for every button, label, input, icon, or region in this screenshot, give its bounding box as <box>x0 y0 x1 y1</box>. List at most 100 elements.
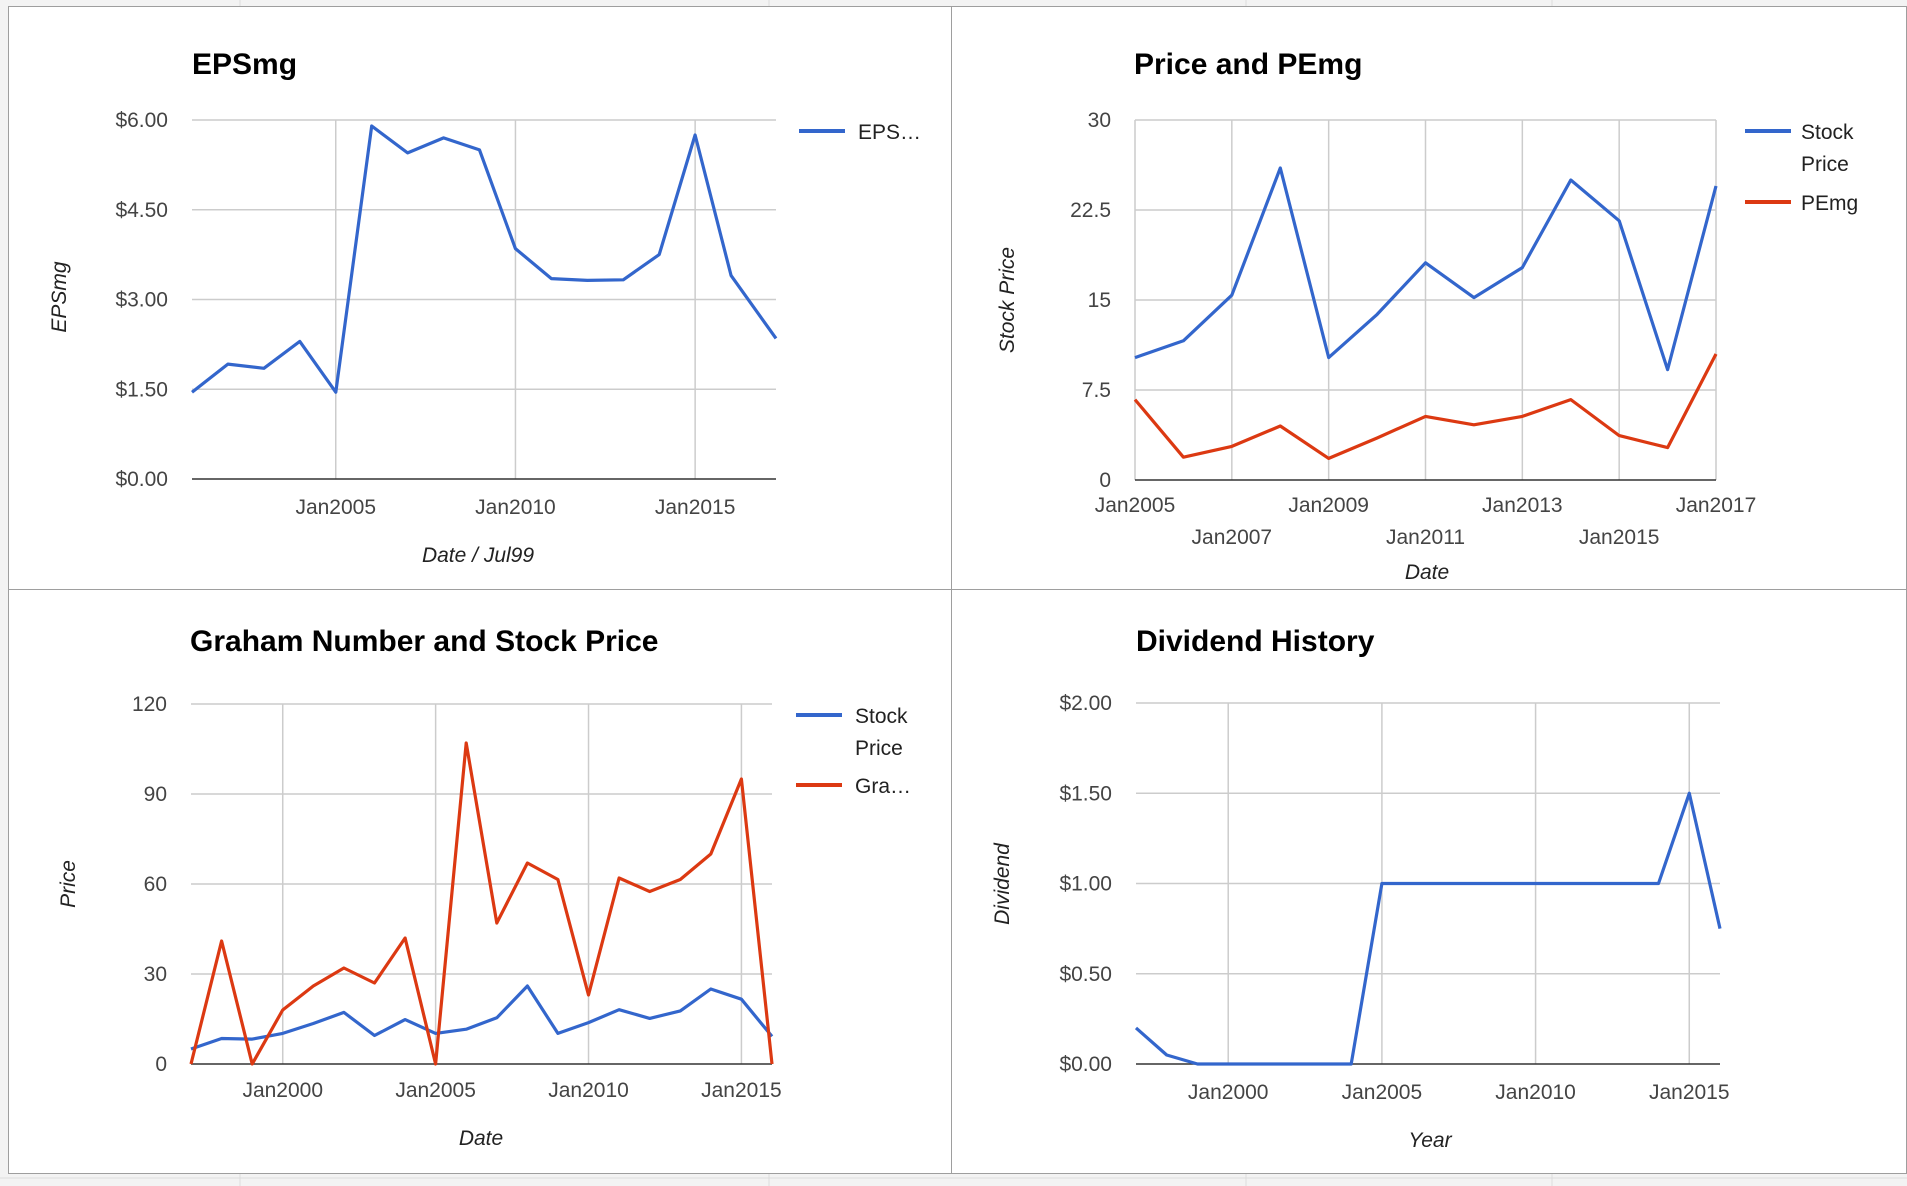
data-point[interactable] <box>1286 1060 1294 1068</box>
data-point[interactable] <box>737 995 745 1003</box>
data-point[interactable] <box>523 859 531 867</box>
data-point[interactable] <box>188 388 196 396</box>
legend[interactable]: EPS… <box>799 121 921 144</box>
data-point[interactable] <box>462 1025 470 1033</box>
data-point[interactable] <box>1422 412 1430 420</box>
graham-chart-panel[interactable]: Graham Number and Stock Price 0 30 60 90 120… <box>8 589 952 1174</box>
series-line-dividend[interactable] <box>1134 791 1722 1066</box>
data-point[interactable] <box>1131 396 1139 404</box>
data-point[interactable] <box>1615 432 1623 440</box>
dividend-chart-panel[interactable]: Dividend History $0.00 $0.50 $1.00 $1.50 $2.… <box>951 589 1907 1174</box>
data-point[interactable] <box>585 991 593 999</box>
data-point[interactable] <box>1624 880 1632 888</box>
data-point[interactable] <box>768 1060 776 1068</box>
data-point[interactable] <box>340 1008 348 1016</box>
data-point[interactable] <box>585 1019 593 1027</box>
data-point[interactable] <box>1276 164 1284 172</box>
data-point[interactable] <box>676 876 684 884</box>
data-point[interactable] <box>1194 1060 1202 1068</box>
data-point[interactable] <box>511 245 519 253</box>
data-point[interactable] <box>1373 434 1381 442</box>
data-point[interactable] <box>401 1016 409 1024</box>
data-point[interactable] <box>646 1014 654 1022</box>
data-point[interactable] <box>248 1060 256 1068</box>
data-point[interactable] <box>1593 880 1601 888</box>
legend[interactable]: Stock Price Gra… <box>796 705 911 798</box>
data-point[interactable] <box>493 919 501 927</box>
eps-chart-panel[interactable]: EPSmg $0.00 $1.50 $3.00 $4.50 $6.00 Jan2005 J… <box>8 6 952 590</box>
data-point[interactable] <box>554 876 562 884</box>
data-point[interactable] <box>707 850 715 858</box>
data-point[interactable] <box>583 276 591 284</box>
data-point[interactable] <box>462 739 470 747</box>
data-point[interactable] <box>1316 1060 1324 1068</box>
series-line-stock-price[interactable] <box>1134 166 1718 372</box>
series-line-stock-price[interactable] <box>190 984 774 1051</box>
series-line-epsmg[interactable] <box>191 124 778 394</box>
data-point[interactable] <box>1712 182 1720 190</box>
data-point[interactable] <box>615 874 623 882</box>
data-point[interactable] <box>615 1006 623 1014</box>
data-point[interactable] <box>691 131 699 139</box>
data-point[interactable] <box>1518 412 1526 420</box>
data-point[interactable] <box>1518 264 1526 272</box>
data-point[interactable] <box>1562 880 1570 888</box>
data-point[interactable] <box>1347 1060 1355 1068</box>
data-point[interactable] <box>218 1035 226 1043</box>
data-point[interactable] <box>248 1035 256 1043</box>
data-point[interactable] <box>440 134 448 142</box>
data-point[interactable] <box>727 272 735 280</box>
data-point[interactable] <box>296 337 304 345</box>
data-point[interactable] <box>1163 1051 1171 1059</box>
data-point[interactable] <box>1712 350 1720 358</box>
data-point[interactable] <box>371 1032 379 1040</box>
data-point[interactable] <box>1422 259 1430 267</box>
data-point[interactable] <box>1325 454 1333 462</box>
data-point[interactable] <box>309 982 317 990</box>
data-point[interactable] <box>371 979 379 987</box>
data-point[interactable] <box>655 251 663 259</box>
data-point[interactable] <box>1470 421 1478 429</box>
data-point[interactable] <box>404 149 412 157</box>
data-point[interactable] <box>1224 1060 1232 1068</box>
legend[interactable]: Stock Price PEmg <box>1745 121 1858 215</box>
data-point[interactable] <box>1179 453 1187 461</box>
data-point[interactable] <box>1532 880 1540 888</box>
data-point[interactable] <box>1325 354 1333 362</box>
data-point[interactable] <box>1470 294 1478 302</box>
data-point[interactable] <box>1373 310 1381 318</box>
data-point[interactable] <box>1132 1024 1140 1032</box>
data-point[interactable] <box>1179 337 1187 345</box>
data-point[interactable] <box>493 1014 501 1022</box>
data-point[interactable] <box>279 1006 287 1014</box>
data-point[interactable] <box>279 1029 287 1037</box>
data-point[interactable] <box>340 964 348 972</box>
data-point[interactable] <box>523 982 531 990</box>
data-point[interactable] <box>707 985 715 993</box>
data-point[interactable] <box>1501 880 1509 888</box>
data-point[interactable] <box>1439 880 1447 888</box>
data-point[interactable] <box>1655 880 1663 888</box>
data-point[interactable] <box>260 364 268 372</box>
data-point[interactable] <box>1276 422 1284 430</box>
series-line-graham-number[interactable] <box>189 741 774 1066</box>
data-point[interactable] <box>1378 880 1386 888</box>
data-point[interactable] <box>401 934 409 942</box>
data-point[interactable] <box>187 1060 195 1068</box>
data-point[interactable] <box>547 275 555 283</box>
data-point[interactable] <box>1228 442 1236 450</box>
data-point[interactable] <box>676 1007 684 1015</box>
data-point[interactable] <box>224 360 232 368</box>
data-point[interactable] <box>1409 880 1417 888</box>
data-point[interactable] <box>1567 176 1575 184</box>
data-point[interactable] <box>1716 925 1724 933</box>
data-point[interactable] <box>1567 396 1575 404</box>
data-point[interactable] <box>309 1020 317 1028</box>
data-point[interactable] <box>218 937 226 945</box>
data-point[interactable] <box>1664 366 1672 374</box>
data-point[interactable] <box>554 1029 562 1037</box>
data-point[interactable] <box>432 1060 440 1068</box>
price-pemg-chart-panel[interactable]: Price and PEmg 0 7.5 15 22.5 30 Jan2005 Jan20… <box>951 6 1907 590</box>
data-point[interactable] <box>1470 880 1478 888</box>
data-point[interactable] <box>476 146 484 154</box>
